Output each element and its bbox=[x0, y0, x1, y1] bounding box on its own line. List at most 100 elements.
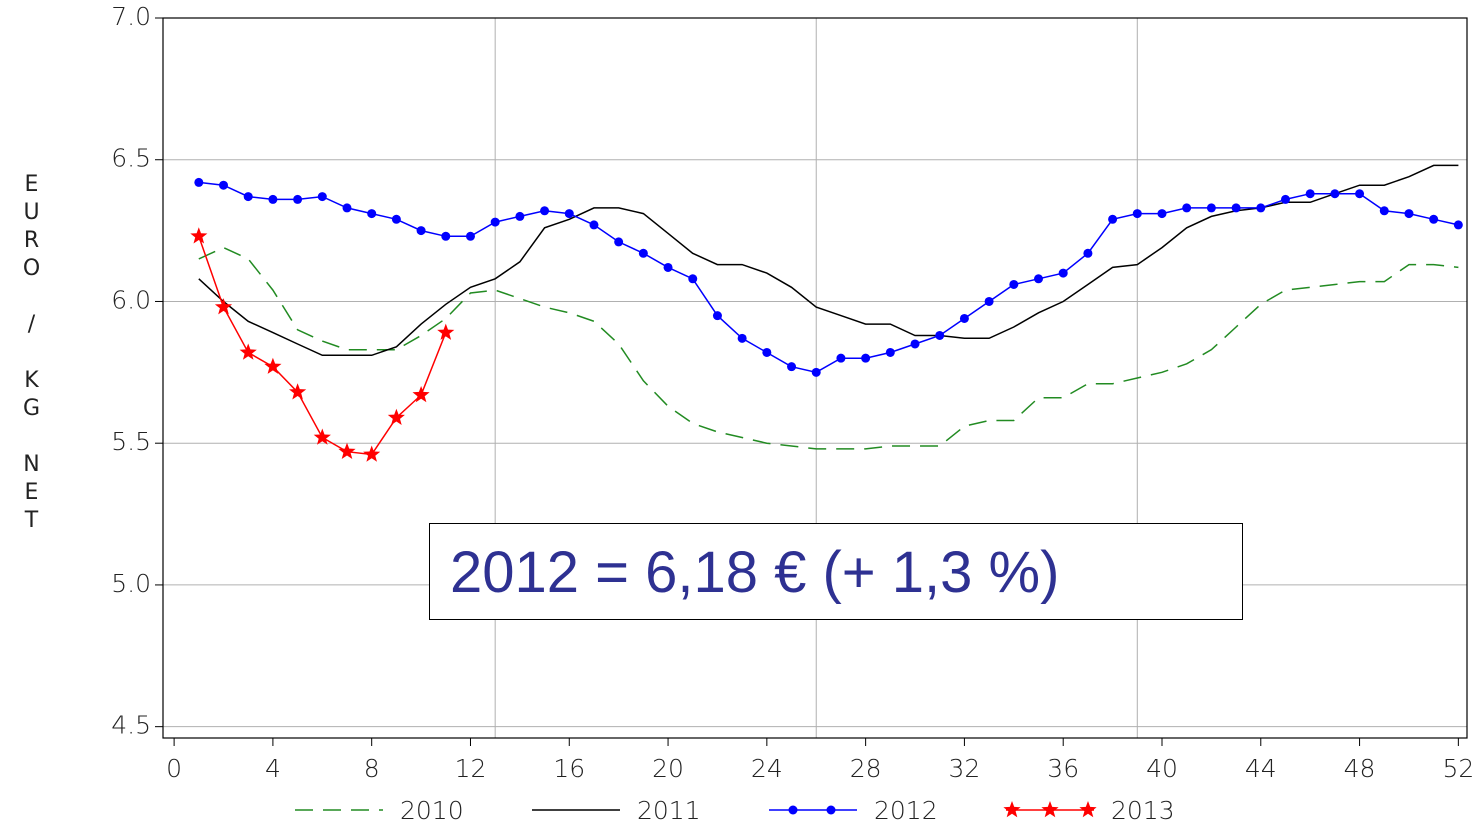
point bbox=[1058, 268, 1068, 278]
legend-label: 2011 bbox=[637, 796, 701, 825]
point bbox=[515, 211, 525, 221]
point bbox=[1379, 206, 1389, 216]
series-line bbox=[198, 164, 1459, 357]
y-tick-label: 5.0 bbox=[111, 569, 151, 598]
point bbox=[1157, 209, 1167, 219]
point bbox=[1009, 279, 1019, 289]
x-tick-label: 36 bbox=[1047, 754, 1079, 783]
point bbox=[836, 353, 846, 363]
x-tick-label: 28 bbox=[850, 754, 882, 783]
legend-marker bbox=[826, 805, 836, 815]
legend-marker bbox=[788, 805, 798, 815]
x-tick-label: 4 bbox=[265, 754, 281, 783]
point bbox=[540, 206, 550, 216]
x-tick-label: 16 bbox=[553, 754, 585, 783]
series-line bbox=[198, 246, 1459, 450]
point bbox=[885, 347, 895, 357]
legend-marker bbox=[1041, 801, 1059, 818]
point bbox=[762, 347, 772, 357]
x-tick-label: 8 bbox=[364, 754, 380, 783]
point bbox=[219, 180, 229, 190]
point bbox=[1132, 209, 1142, 219]
point bbox=[441, 231, 451, 241]
point bbox=[313, 428, 331, 445]
point bbox=[589, 220, 599, 230]
point bbox=[811, 367, 821, 377]
plot-frame bbox=[162, 17, 1468, 739]
point bbox=[1330, 189, 1340, 199]
x-tick-label: 32 bbox=[949, 754, 981, 783]
y-tick-label: 7.0 bbox=[111, 2, 151, 31]
point bbox=[1305, 189, 1315, 199]
point bbox=[787, 362, 797, 372]
point bbox=[1182, 203, 1192, 213]
point bbox=[1404, 209, 1414, 219]
point bbox=[1108, 214, 1118, 224]
x-tick-label: 24 bbox=[751, 754, 783, 783]
point bbox=[688, 274, 698, 284]
point bbox=[638, 248, 648, 258]
point bbox=[1231, 203, 1241, 213]
x-tick-label: 0 bbox=[166, 754, 182, 783]
point bbox=[1083, 248, 1093, 258]
x-tick-label: 20 bbox=[652, 754, 684, 783]
point bbox=[387, 408, 405, 425]
point bbox=[239, 343, 257, 360]
point bbox=[663, 262, 673, 272]
point bbox=[737, 333, 747, 343]
point bbox=[1034, 274, 1044, 284]
x-tick-label: 48 bbox=[1344, 754, 1376, 783]
point bbox=[910, 339, 920, 349]
point bbox=[712, 311, 722, 321]
point bbox=[437, 323, 455, 340]
series-line bbox=[198, 236, 447, 456]
point bbox=[935, 330, 945, 340]
point bbox=[861, 353, 871, 363]
point bbox=[1280, 194, 1290, 204]
point bbox=[214, 298, 233, 315]
point bbox=[416, 226, 426, 236]
series-line bbox=[198, 181, 1459, 374]
point bbox=[391, 214, 401, 224]
point bbox=[959, 313, 969, 323]
point bbox=[363, 445, 381, 462]
point bbox=[1429, 214, 1439, 224]
point bbox=[564, 209, 574, 219]
point bbox=[243, 192, 253, 202]
x-tick-label: 44 bbox=[1245, 754, 1277, 783]
point bbox=[264, 357, 282, 374]
point bbox=[412, 386, 430, 403]
point bbox=[338, 442, 356, 459]
y-tick-label: 5.5 bbox=[111, 427, 151, 456]
y-tick-label: 4.5 bbox=[111, 711, 151, 740]
x-tick-label: 12 bbox=[455, 754, 487, 783]
point bbox=[367, 209, 377, 219]
point bbox=[293, 194, 303, 204]
legend-marker bbox=[1079, 801, 1097, 818]
x-tick-label: 52 bbox=[1442, 754, 1474, 783]
y-axis-label: EURO / KG NET bbox=[19, 172, 44, 536]
point bbox=[614, 237, 624, 247]
legend-label: 2010 bbox=[400, 796, 464, 825]
legend-label: 2012 bbox=[874, 796, 938, 825]
point bbox=[342, 203, 352, 213]
point bbox=[1206, 203, 1216, 213]
point bbox=[268, 194, 278, 204]
point bbox=[1256, 203, 1266, 213]
point bbox=[289, 383, 307, 400]
point bbox=[490, 217, 500, 227]
point bbox=[190, 227, 208, 244]
legend-label: 2013 bbox=[1111, 796, 1175, 825]
point bbox=[1355, 189, 1365, 199]
y-tick-label: 6.5 bbox=[111, 144, 151, 173]
point bbox=[984, 296, 994, 306]
point bbox=[317, 192, 327, 202]
legend-marker bbox=[1003, 801, 1021, 818]
point bbox=[465, 231, 475, 241]
annotation: 2012 = 6,18 € (+ 1,3 %) bbox=[429, 523, 1243, 620]
x-tick-label: 40 bbox=[1146, 754, 1178, 783]
point bbox=[194, 177, 204, 187]
point bbox=[1453, 220, 1463, 230]
